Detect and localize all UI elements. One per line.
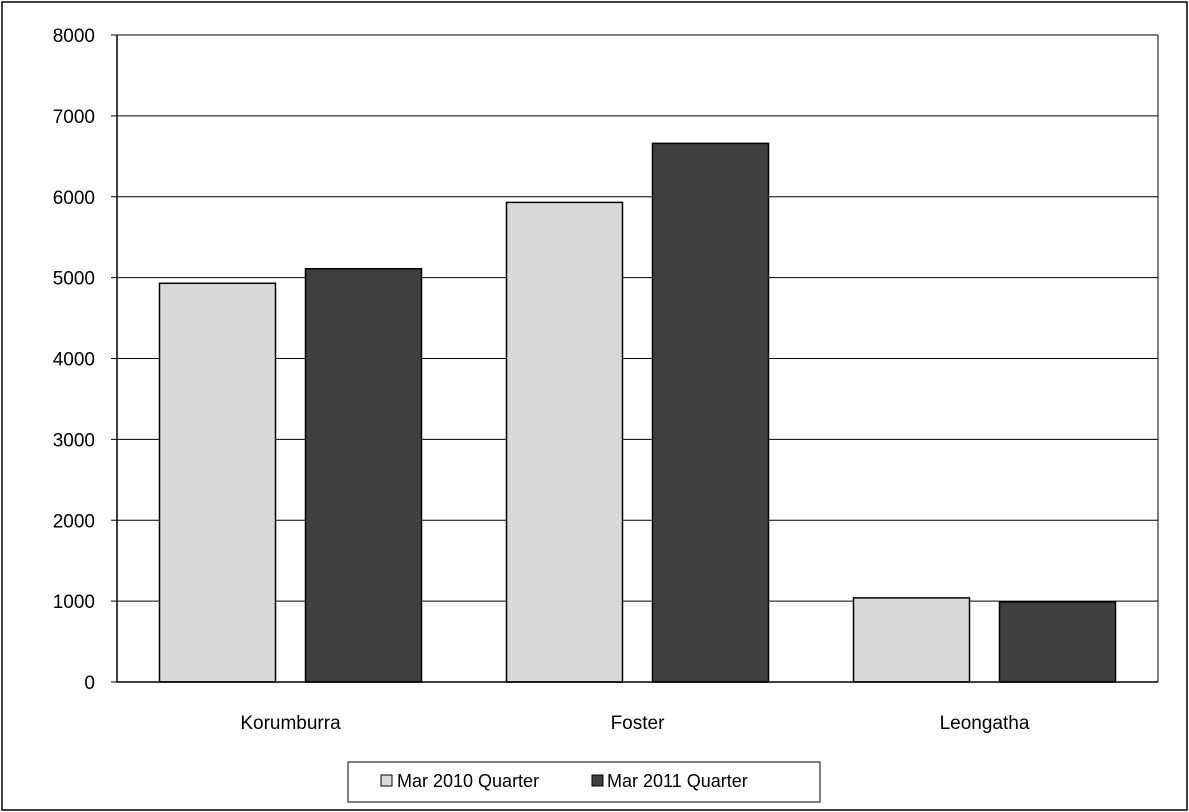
y-tick-label: 6000 (53, 188, 95, 209)
bar-foster-series-1 (505, 201, 624, 683)
bars (158, 142, 1117, 683)
bar-leongatha-series-1 (852, 597, 971, 683)
x-tick-label: Korumburra (240, 713, 341, 734)
bar-foster-series-2 (651, 142, 770, 683)
y-tick-label: 2000 (53, 511, 95, 532)
axes (116, 34, 1159, 683)
bar-korumburra-series-1 (158, 282, 277, 683)
y-tick-label: 0 (84, 673, 95, 694)
legend-swatch-series-1 (380, 774, 393, 787)
x-tick-label: Leongatha (940, 713, 1030, 734)
x-axis-tick-labels: Korumburra Foster Leongatha (240, 713, 1029, 734)
y-tick-label: 3000 (53, 430, 95, 451)
y-tick-label: 4000 (53, 350, 95, 371)
y-tick-label: 7000 (53, 107, 95, 128)
legend-label-series-1: Mar 2010 Quarter (397, 771, 539, 791)
y-axis-tick-labels: 0 1000 2000 3000 4000 5000 6000 7000 8000 (53, 26, 95, 694)
y-tick-label: 1000 (53, 592, 95, 613)
y-tick-label: 8000 (53, 26, 95, 47)
legend-swatch-series-2 (591, 774, 604, 787)
legend-label-series-2: Mar 2011 Quarter (607, 771, 748, 791)
x-tick-label: Foster (611, 713, 666, 734)
legend-box (347, 761, 821, 803)
legend: Mar 2010 Quarter Mar 2011 Quarter (347, 761, 821, 803)
bar-leongatha-series-2 (998, 601, 1117, 683)
y-tick-label: 5000 (53, 269, 95, 290)
bar-korumburra-series-2 (304, 267, 423, 683)
